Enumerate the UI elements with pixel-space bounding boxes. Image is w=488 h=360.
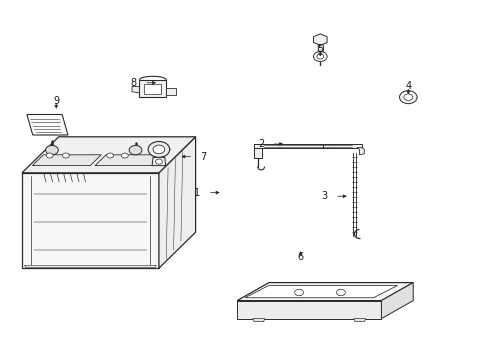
Circle shape (313, 51, 326, 62)
Polygon shape (313, 34, 326, 45)
Text: 4: 4 (405, 81, 410, 91)
Polygon shape (252, 319, 264, 321)
Polygon shape (237, 301, 381, 319)
Text: 3: 3 (321, 191, 327, 201)
Polygon shape (139, 80, 166, 97)
Circle shape (62, 153, 69, 158)
Circle shape (336, 289, 345, 296)
Circle shape (106, 153, 113, 158)
Polygon shape (144, 84, 161, 94)
Polygon shape (244, 285, 397, 298)
Polygon shape (322, 144, 361, 148)
Polygon shape (254, 144, 261, 158)
Polygon shape (237, 283, 412, 301)
Polygon shape (22, 137, 195, 173)
Circle shape (45, 145, 58, 155)
Polygon shape (32, 155, 101, 166)
Polygon shape (22, 173, 159, 268)
Circle shape (148, 141, 169, 157)
Circle shape (294, 289, 303, 296)
Circle shape (316, 54, 323, 59)
Polygon shape (132, 86, 139, 93)
Circle shape (155, 159, 162, 164)
Text: 7: 7 (200, 152, 206, 162)
Text: 8: 8 (130, 78, 137, 88)
Polygon shape (353, 319, 365, 321)
Polygon shape (356, 148, 364, 155)
Polygon shape (159, 137, 195, 268)
Text: 5: 5 (317, 44, 323, 54)
Circle shape (153, 145, 164, 154)
Polygon shape (381, 283, 412, 319)
Text: 1: 1 (194, 188, 200, 198)
Polygon shape (27, 114, 68, 135)
Circle shape (399, 91, 416, 104)
Polygon shape (166, 88, 176, 95)
Text: 9: 9 (53, 96, 59, 106)
Circle shape (403, 94, 412, 100)
Polygon shape (24, 265, 156, 267)
Text: 6: 6 (297, 252, 303, 262)
Polygon shape (152, 157, 165, 166)
Text: 2: 2 (257, 139, 264, 149)
Polygon shape (95, 155, 163, 166)
Circle shape (129, 145, 142, 155)
Circle shape (121, 153, 128, 158)
Circle shape (46, 153, 53, 158)
Polygon shape (254, 144, 332, 148)
